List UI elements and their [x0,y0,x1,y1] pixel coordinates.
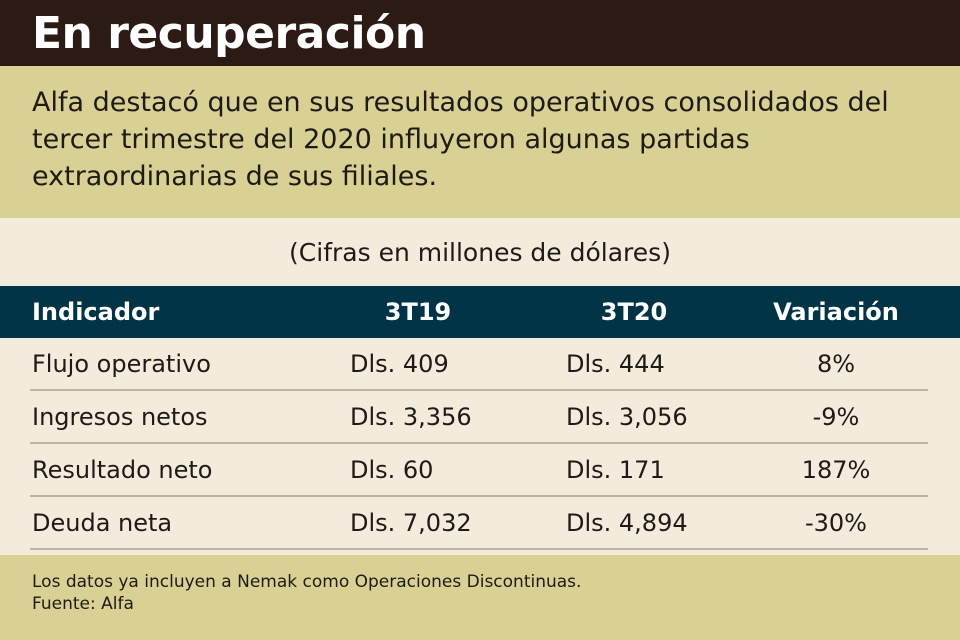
table-row: Deuda neta Dls. 7,032 Dls. 4,894 -30% [0,497,960,550]
cell-3t19: Dls. 409 [350,350,449,378]
footer-source: Fuente: Alfa [32,594,134,614]
footer-note: Los datos ya incluyen a Nemak como Opera… [32,572,582,592]
table-subtitle: (Cifras en millones de dólares) [289,238,671,267]
header-3t20: 3T20 [600,298,668,326]
table-row: Flujo operativo Dls. 409 Dls. 444 8% [0,338,960,391]
cell-3t20: Dls. 444 [566,350,665,378]
cell-indicador: Flujo operativo [32,350,211,378]
cell-3t19: Dls. 7,032 [350,509,472,537]
intro-text: Alfa destacó que en sus resultados opera… [0,66,960,218]
cell-3t19: Dls. 3,356 [350,403,472,431]
table-row: Resultado neto Dls. 60 Dls. 171 187% [0,444,960,497]
header-indicador: Indicador [32,298,160,326]
table-header: Indicador 3T19 3T20 Variación [0,286,960,338]
cell-indicador: Resultado neto [32,456,213,484]
header-variacion: Variación [773,298,899,326]
cell-indicador: Ingresos netos [32,403,208,431]
cell-indicador: Deuda neta [32,509,173,537]
header-3t19: 3T19 [384,298,452,326]
cell-variacion: -30% [804,509,867,537]
cell-3t20: Dls. 3,056 [566,403,688,431]
cell-variacion: 8% [816,350,856,378]
cell-variacion: -9% [812,403,860,431]
cell-3t20: Dls. 4,894 [566,509,688,537]
cell-variacion: 187% [801,456,871,484]
cell-3t20: Dls. 171 [566,456,665,484]
footer: Los datos ya incluyen a Nemak como Opera… [0,555,960,640]
page-title: En recuperación [0,0,960,66]
table-row: Ingresos netos Dls. 3,356 Dls. 3,056 -9% [0,391,960,444]
cell-3t19: Dls. 60 [350,456,434,484]
